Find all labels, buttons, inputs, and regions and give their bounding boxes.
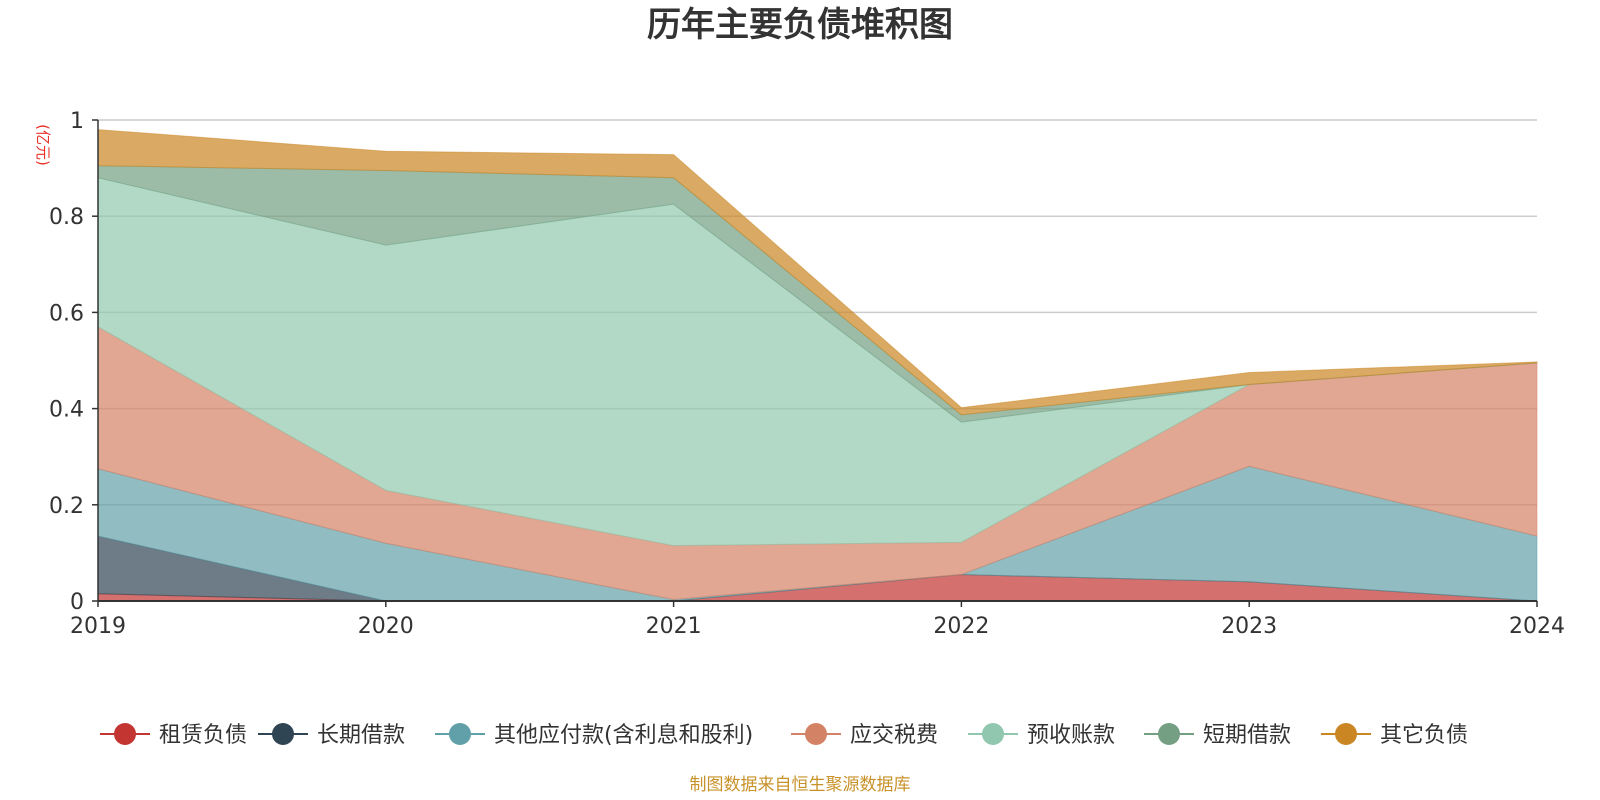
y-tick-label: 0.8 xyxy=(49,205,84,230)
data-source-note: 制图数据来自恒生聚源数据库 xyxy=(690,775,911,795)
x-tick-label: 2023 xyxy=(1221,614,1277,639)
area-series xyxy=(97,129,1538,602)
legend-marker xyxy=(272,723,294,745)
legend-item[interactable]: 预收账款 xyxy=(968,723,1115,748)
legend-marker xyxy=(805,723,827,745)
y-tick-label: 0.4 xyxy=(49,398,84,423)
legend-item[interactable]: 长期借款 xyxy=(258,723,405,748)
legend-label: 其他应付款(含利息和股利) xyxy=(494,723,753,748)
x-tick-label: 2024 xyxy=(1509,614,1565,639)
y-tick-label: 0.2 xyxy=(49,494,84,519)
legend-label: 租赁负债 xyxy=(159,723,247,748)
legend-item[interactable]: 其他应付款(含利息和股利) xyxy=(435,723,753,748)
x-tick-label: 2020 xyxy=(358,614,414,639)
legend-label: 预收账款 xyxy=(1027,723,1115,748)
legend-item[interactable]: 租赁负债 xyxy=(100,723,247,748)
legend: 租赁负债 长期借款 其他应付款(含利息和股利) 应交税费 预收账款 短期借款 其它负债 xyxy=(100,723,1468,748)
legend-label: 短期借款 xyxy=(1203,723,1291,748)
legend-marker xyxy=(1335,723,1357,745)
legend-marker xyxy=(1158,723,1180,745)
y-tick-label: 0.6 xyxy=(49,301,84,326)
legend-label: 其它负债 xyxy=(1380,723,1468,748)
chart-title: 历年主要负债堆积图 xyxy=(647,5,953,45)
legend-label: 应交税费 xyxy=(850,723,938,748)
legend-item[interactable]: 短期借款 xyxy=(1144,723,1291,748)
y-tick-label: 1 xyxy=(70,109,84,134)
legend-item[interactable]: 其它负债 xyxy=(1321,723,1468,748)
legend-marker xyxy=(114,723,136,745)
area-其它负债 xyxy=(97,129,1538,416)
legend-marker xyxy=(449,723,471,745)
legend-item[interactable]: 应交税费 xyxy=(791,723,938,748)
legend-marker xyxy=(982,723,1004,745)
legend-label: 长期借款 xyxy=(317,723,405,748)
x-tick-label: 2021 xyxy=(646,614,702,639)
y-tick-label: 0 xyxy=(70,590,84,615)
x-tick-label: 2019 xyxy=(70,614,126,639)
y-axis-unit: (亿元) xyxy=(34,124,52,166)
axes: 2019 2020 2021 2022 2023 2024 xyxy=(70,120,1565,639)
x-tick-label: 2022 xyxy=(933,614,989,639)
